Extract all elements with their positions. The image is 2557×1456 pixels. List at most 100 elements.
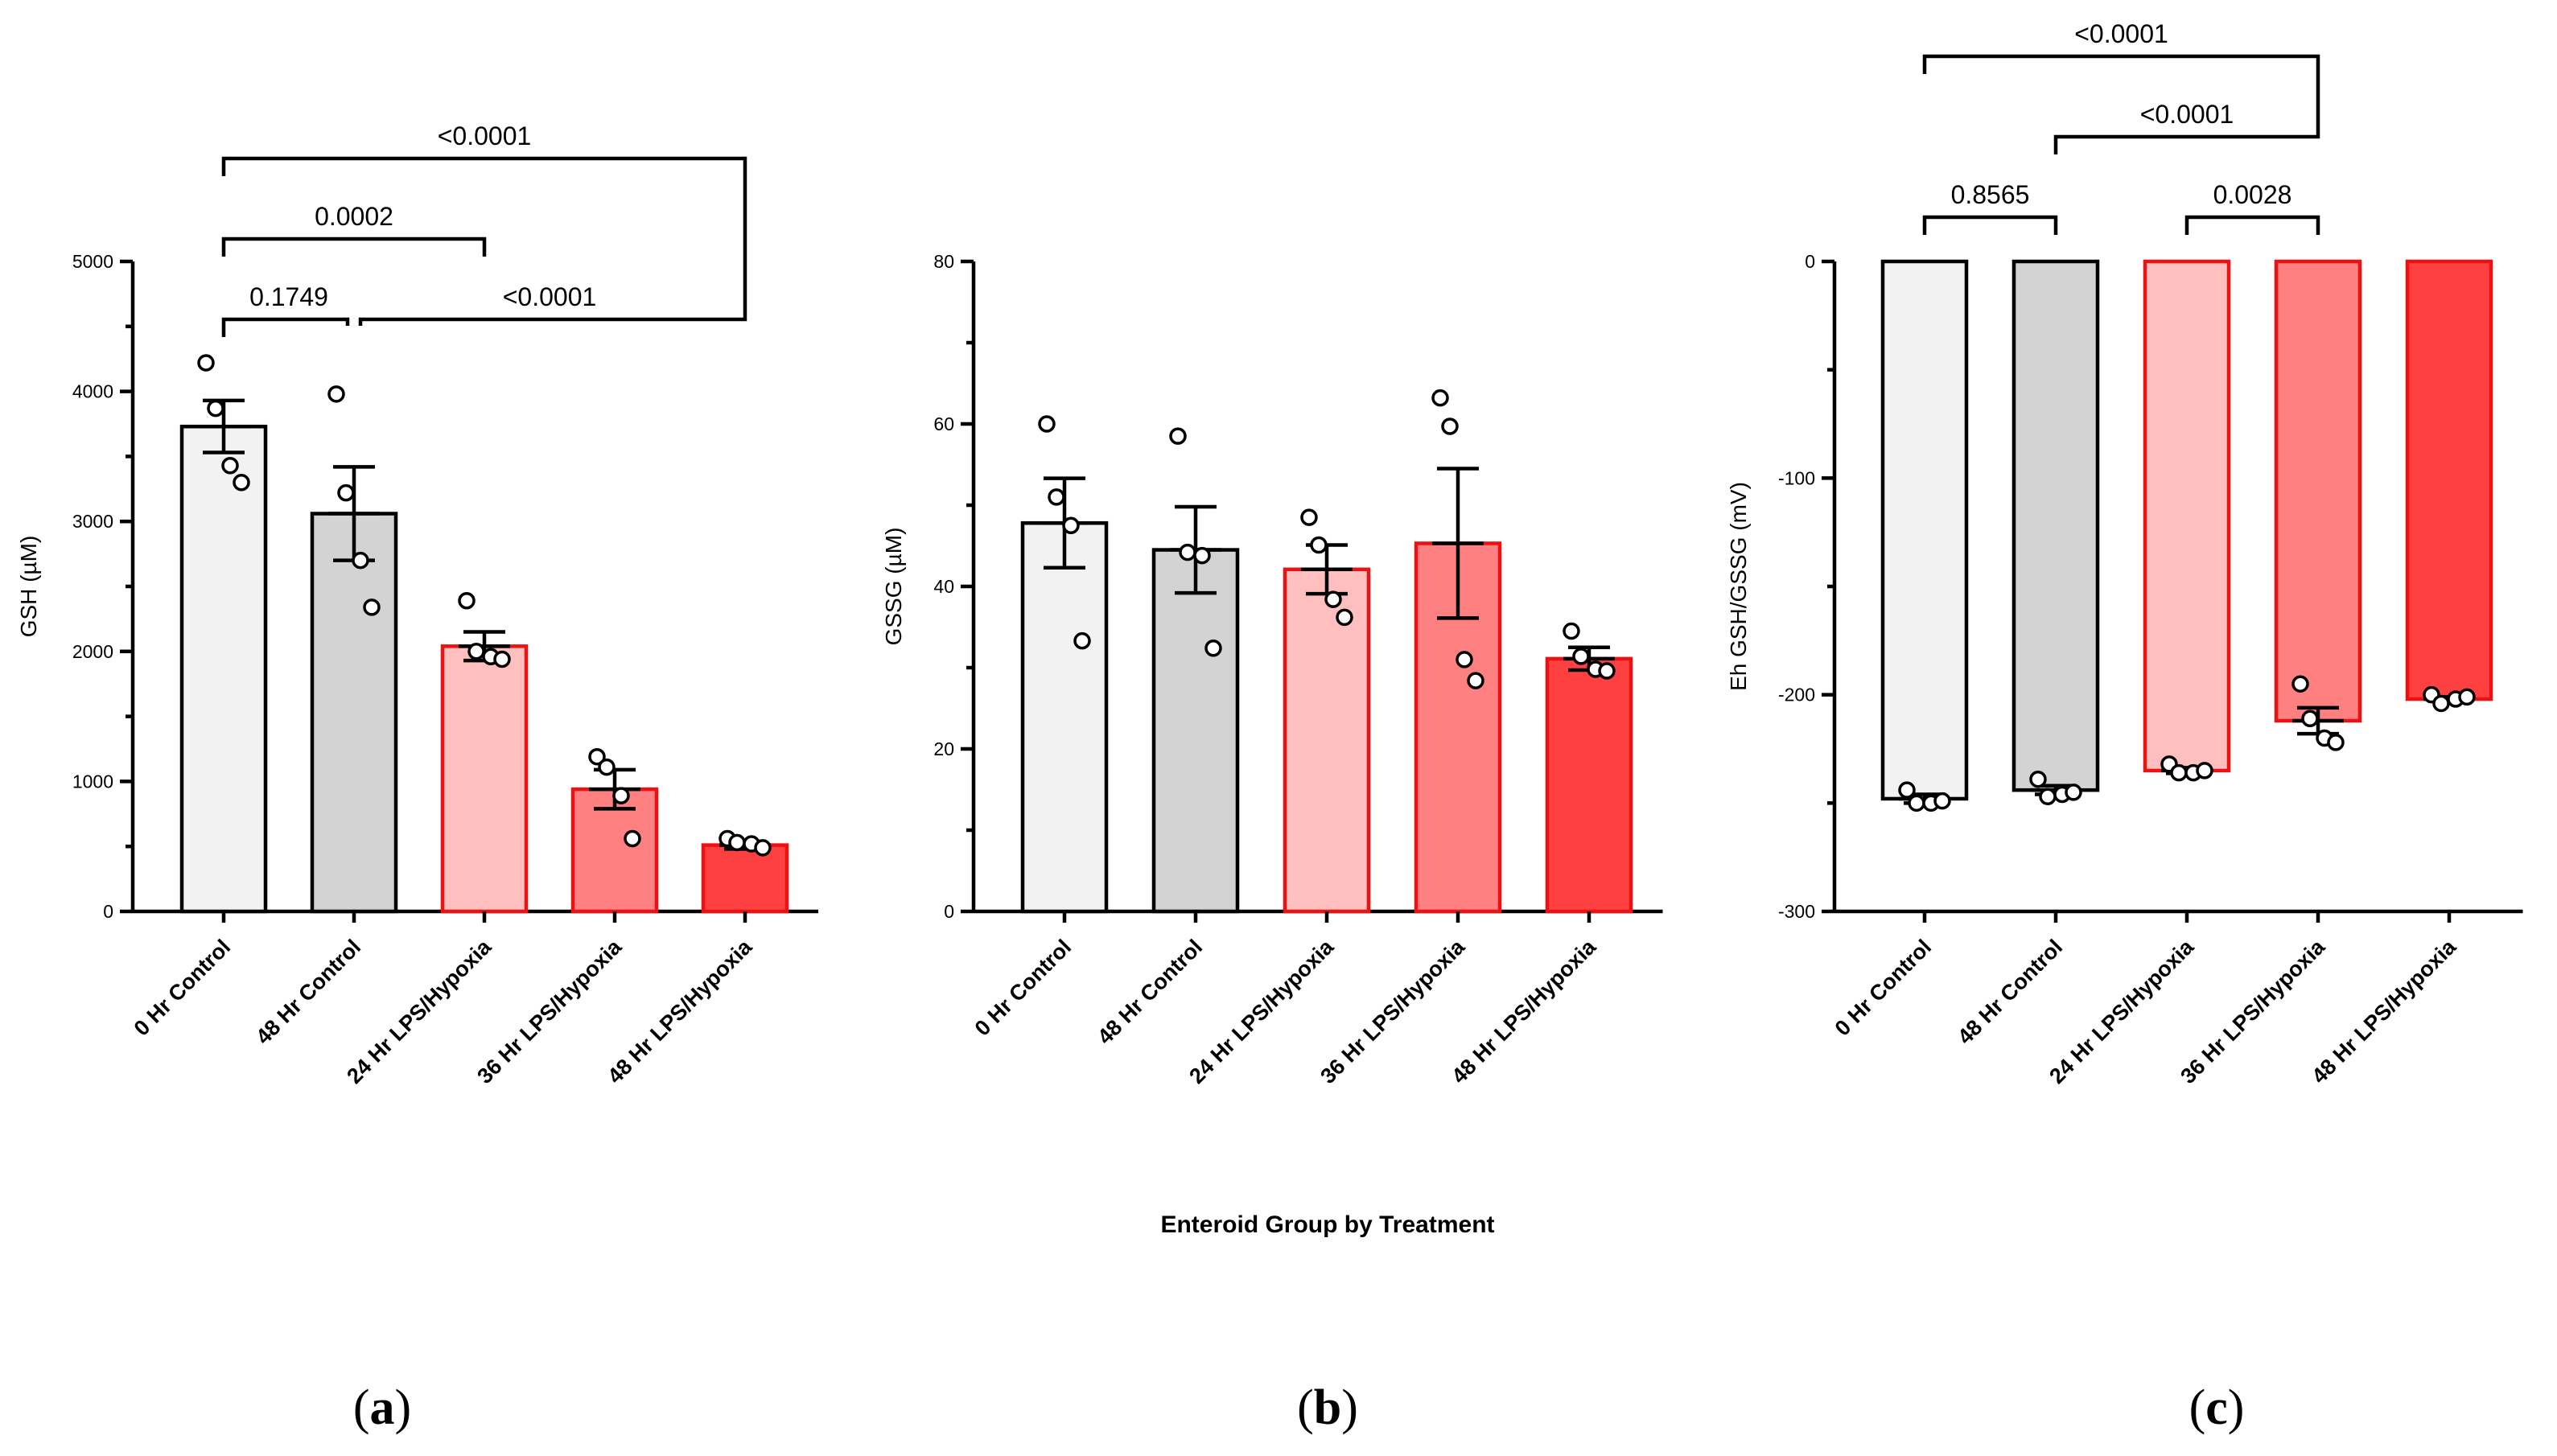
panel-a-data-point bbox=[467, 643, 485, 660]
panel-c-significance-bracket bbox=[1922, 215, 2058, 235]
panel-a-y-tick-label: 1000 bbox=[72, 771, 113, 792]
panel-c-category-label: 48 Hr LPS/Hypoxia bbox=[2307, 934, 2461, 1088]
panel-a-significance-bracket bbox=[358, 295, 747, 326]
panel-c-bar bbox=[2405, 259, 2493, 701]
panel-label-a: (a) bbox=[353, 1380, 411, 1435]
panel-a-y-axis-title: GSH (µM) bbox=[16, 536, 41, 638]
panel-a-y-tick-label: 5000 bbox=[72, 251, 113, 272]
panel-a-data-point bbox=[197, 354, 215, 372]
panel-c-data-point bbox=[2196, 762, 2213, 779]
panel-a-data-point bbox=[221, 456, 239, 475]
panel-a-data-point bbox=[728, 833, 746, 852]
panel-c-bar bbox=[2011, 259, 2100, 792]
panel-a-significance-label: 0.1749 bbox=[249, 282, 328, 311]
panel-a-y-tick-label: 0 bbox=[103, 901, 113, 922]
panel-c-significance-bracket bbox=[2053, 113, 2320, 154]
panel-b-y-tick-label: 0 bbox=[944, 901, 954, 922]
panel-a-data-point bbox=[588, 747, 606, 766]
panel-a-significance-bracket bbox=[221, 236, 487, 257]
panel-a-y-tick-label: 2000 bbox=[72, 641, 113, 662]
panel-a-significance-bracket bbox=[221, 317, 350, 337]
panel-a-data-point bbox=[352, 551, 369, 570]
panel-c-significance-bracket bbox=[2184, 215, 2320, 235]
panel-a-data-point bbox=[458, 592, 476, 610]
panel-c-y-tick-label: -200 bbox=[1778, 685, 1815, 705]
panel-b-data-point bbox=[1467, 672, 1484, 689]
panel-a-data-point bbox=[612, 787, 630, 804]
panel-b-data-point bbox=[1572, 648, 1590, 665]
panel-c-category-label: 24 Hr LPS/Hypoxia bbox=[2044, 934, 2199, 1088]
panel-b-data-point bbox=[1038, 415, 1056, 433]
panel-a-significance-bracket bbox=[221, 156, 747, 295]
panel-b-data-point bbox=[1441, 417, 1459, 435]
panel-c-data-point bbox=[2458, 688, 2476, 706]
panel-a-y-tick-label: 3000 bbox=[72, 511, 113, 532]
panel-a-category-label: 36 Hr LPS/Hypoxia bbox=[472, 934, 627, 1088]
panel-label-b: (b) bbox=[1297, 1380, 1358, 1435]
panel-b-y-tick-label: 40 bbox=[933, 576, 954, 597]
panel-c-data-point bbox=[1933, 792, 1951, 810]
panel-a-data-point bbox=[337, 483, 355, 502]
panel-c-data-point bbox=[2170, 763, 2188, 782]
panel-b-data-point bbox=[1456, 651, 1473, 668]
panel-a-category-label: 48 Hr Control bbox=[251, 935, 365, 1049]
panel-b-category-label: 48 Hr LPS/Hypoxia bbox=[1447, 934, 1601, 1088]
panel-c-chart: 0 -100 -200 -300 Eh GSH/GSSG (mV) 0 Hr Contro… bbox=[1726, 19, 2523, 1088]
panel-b-category-label: 24 Hr LPS/Hypoxia bbox=[1184, 934, 1339, 1088]
panel-a-data-point bbox=[233, 473, 250, 492]
panel-c-category-label: 0 Hr Control bbox=[1830, 935, 1937, 1041]
panel-c-y-axis-title: Eh GSH/GSSG (mV) bbox=[1726, 482, 1751, 691]
panel-a-category-label: 0 Hr Control bbox=[130, 935, 236, 1041]
panel-b-data-point bbox=[1073, 631, 1091, 650]
panel-b-data-point bbox=[1431, 389, 1449, 407]
panel-c-data-point bbox=[2029, 770, 2047, 788]
panel-a-data-point bbox=[754, 839, 772, 857]
panel-b-category-label: 0 Hr Control bbox=[970, 935, 1077, 1041]
panel-a-data-point bbox=[207, 399, 224, 417]
panel-b-category-label: 48 Hr Control bbox=[1093, 935, 1207, 1049]
panel-b-data-point bbox=[1062, 516, 1080, 534]
panel-a-bar bbox=[179, 424, 268, 914]
panel-label-a-letter: a bbox=[370, 1380, 395, 1435]
panel-b-bar bbox=[1020, 520, 1109, 914]
panel-a-significance-label: <0.0001 bbox=[438, 121, 532, 150]
panel-c-significance-label: 0.8565 bbox=[1951, 180, 2030, 209]
panel-c-data-point bbox=[2327, 734, 2345, 751]
shared-x-axis-title: Enteroid Group by Treatment bbox=[1160, 1211, 1494, 1238]
panel-a-data-point bbox=[493, 650, 511, 668]
panel-c-data-point bbox=[2432, 694, 2450, 713]
panel-b-data-point bbox=[1193, 546, 1211, 565]
panel-b-category-label: 36 Hr LPS/Hypoxia bbox=[1316, 934, 1470, 1088]
panel-b-bar bbox=[1545, 656, 1633, 914]
panel-a-data-point bbox=[327, 385, 345, 403]
panel-b-y-tick-label: 80 bbox=[933, 251, 954, 272]
panel-c-y-tick-label: -100 bbox=[1778, 467, 1815, 488]
panel-c-bar bbox=[1880, 259, 1969, 801]
panel-c-significance-bracket bbox=[1922, 54, 2320, 113]
panel-b-data-point bbox=[1598, 662, 1616, 680]
panel-a-chart: 0 1000 2000 3000 4000 5000 GSH (µM) 0 Hr Contro… bbox=[16, 121, 818, 1088]
panel-b-y-axis-title: GSSG (µM) bbox=[881, 528, 906, 646]
panel-label-b-letter: b bbox=[1314, 1380, 1341, 1435]
panel-label-c-letter: c bbox=[2205, 1380, 2228, 1435]
panel-b-data-point bbox=[1563, 622, 1580, 640]
panel-b-y-tick-label: 20 bbox=[933, 738, 954, 759]
panel-c-significance-label: <0.0001 bbox=[2140, 100, 2234, 129]
panel-a-bar bbox=[440, 644, 529, 914]
panel-a-data-point bbox=[598, 758, 616, 776]
panel-a-significance-label: <0.0001 bbox=[503, 282, 597, 311]
panel-a-category-label: 24 Hr LPS/Hypoxia bbox=[342, 934, 496, 1088]
panel-a-bar bbox=[310, 512, 398, 914]
panel-c-data-point bbox=[1908, 794, 1925, 812]
panel-a-data-point bbox=[624, 829, 641, 848]
panel-c-y-tick-label: -300 bbox=[1778, 901, 1815, 922]
panel-c-data-point bbox=[2301, 709, 2319, 728]
panel-a-data-point bbox=[363, 598, 381, 616]
panel-c-data-point bbox=[2039, 788, 2057, 806]
panel-a-category-label: 48 Hr LPS/Hypoxia bbox=[603, 934, 757, 1088]
panel-c-category-label: 36 Hr LPS/Hypoxia bbox=[2176, 934, 2330, 1088]
panel-c-data-point bbox=[2291, 675, 2309, 693]
panel-c-significance-label: 0.0028 bbox=[2213, 180, 2292, 209]
panel-c-bar bbox=[2143, 259, 2231, 773]
